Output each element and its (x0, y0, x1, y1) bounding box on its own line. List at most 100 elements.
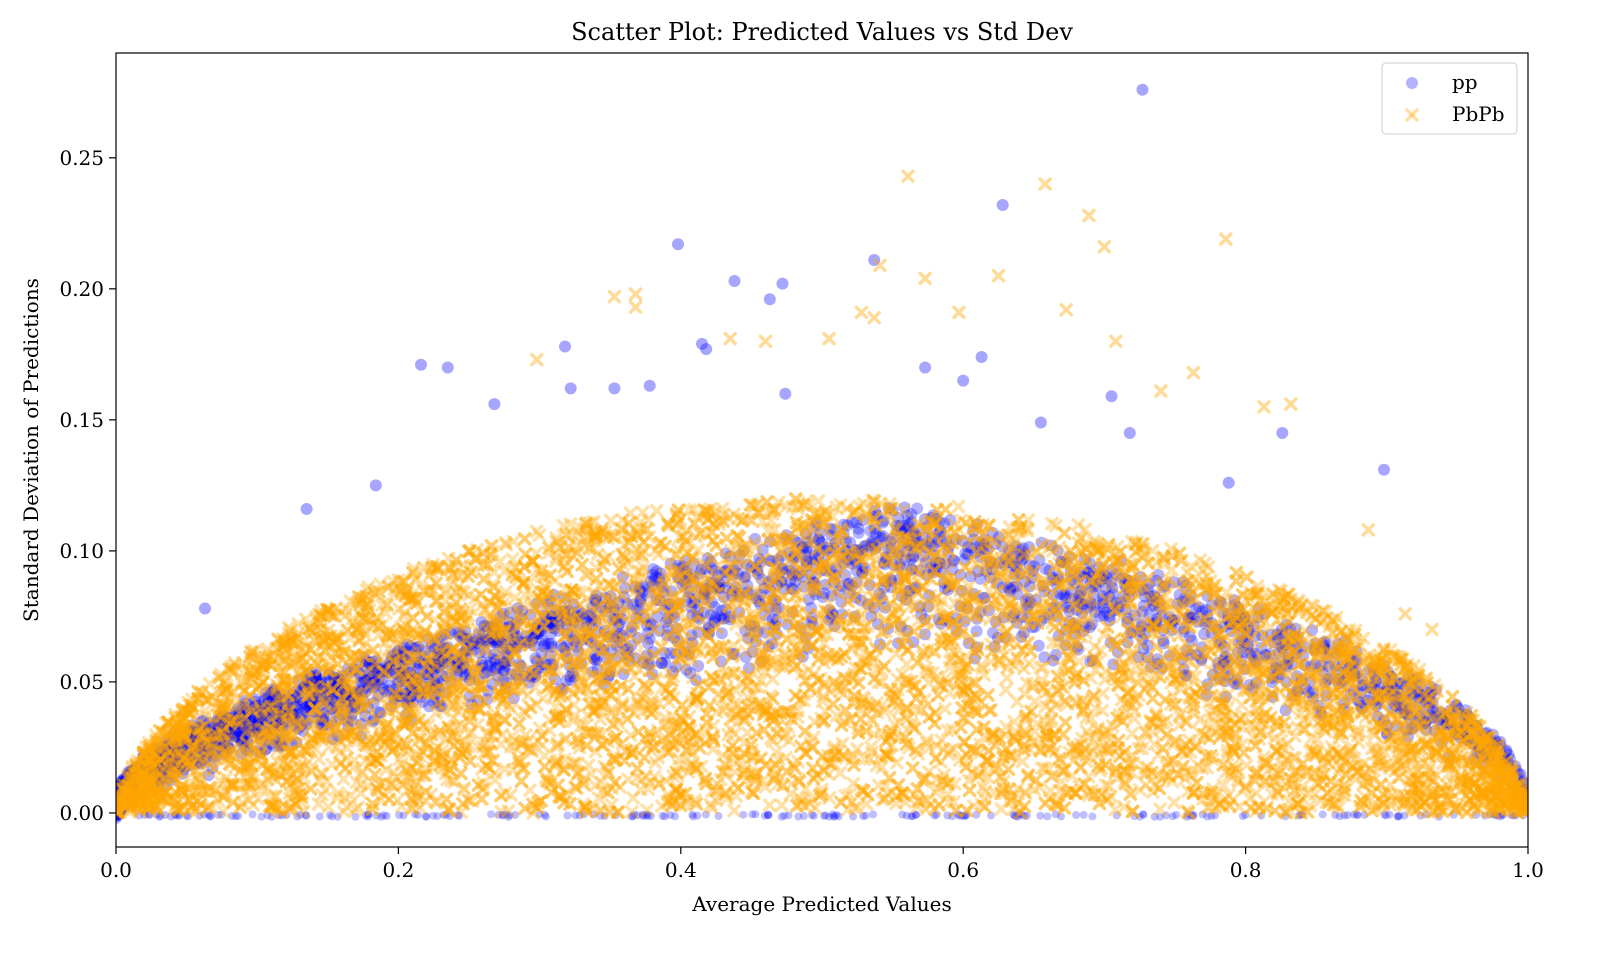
pp-point (1036, 579, 1049, 592)
pp-point (903, 518, 915, 531)
pp-point (554, 682, 567, 695)
pp-point (359, 709, 372, 722)
pp-point (1079, 810, 1088, 819)
pp-point (706, 577, 719, 589)
pp-point (1462, 717, 1475, 729)
pp-point (120, 780, 133, 793)
pp-point (783, 564, 795, 577)
pp-point (116, 787, 123, 800)
pp-point (116, 794, 123, 807)
pp-point (778, 582, 790, 595)
pp-point (654, 567, 667, 580)
pp-point (139, 767, 152, 780)
pp-point (293, 693, 306, 706)
pp-point (1344, 688, 1357, 701)
pp-point (132, 776, 145, 789)
pp-point (116, 797, 127, 810)
pp-point (650, 594, 663, 606)
pp-point (545, 657, 557, 670)
pp-point (395, 664, 408, 677)
pp-point (1309, 642, 1321, 655)
pp-point (1281, 660, 1293, 673)
pp-point (1185, 611, 1198, 624)
pp-point (1480, 726, 1493, 739)
pp-point (206, 762, 219, 775)
pp-point (725, 589, 738, 602)
pp-point (263, 694, 276, 707)
pp-point (372, 662, 385, 675)
pp-point (264, 686, 277, 699)
pp-point (719, 581, 732, 594)
pp-point (671, 635, 684, 647)
pp-point (927, 509, 940, 522)
pp-point (197, 740, 210, 752)
pp-point (152, 750, 165, 763)
pp-point (546, 616, 559, 629)
pp-point (1368, 668, 1381, 681)
pp-point (277, 721, 290, 734)
pp-point (692, 660, 705, 672)
pp-point (546, 621, 558, 634)
pp-point (150, 759, 163, 772)
pp-point (154, 756, 167, 769)
pp-point (1241, 620, 1254, 633)
pp-point (410, 675, 423, 688)
pp-point (225, 727, 238, 740)
pp-point (312, 679, 325, 692)
pp-point (413, 659, 425, 672)
pp-point (330, 691, 343, 704)
pp-point (116, 786, 125, 799)
pp-point (155, 752, 168, 765)
pp-point (197, 745, 210, 758)
pp-point (153, 759, 166, 772)
pp-point (292, 674, 305, 687)
pp-point (1344, 667, 1357, 680)
pp-point (182, 749, 194, 762)
pp-point (322, 668, 335, 680)
pp-point (526, 632, 539, 645)
pp-point (859, 539, 872, 552)
pp-point (349, 698, 362, 711)
pp-point (217, 725, 230, 738)
pp-point (646, 568, 659, 581)
pp-point (1061, 601, 1074, 614)
pp-point (294, 720, 307, 732)
pp-point (120, 789, 133, 802)
pp-point (572, 618, 585, 631)
pp-point (1036, 811, 1045, 820)
pp-point (258, 717, 271, 730)
pp-point (370, 654, 383, 667)
pp-point (644, 575, 657, 588)
pp-point (1008, 558, 1021, 571)
pp-point (868, 522, 881, 535)
pp-point (1225, 625, 1238, 638)
pp-point (1152, 569, 1165, 581)
pp-point (999, 631, 1012, 644)
pp-point (504, 620, 517, 633)
pp-point (1382, 680, 1395, 693)
pp-point (1213, 635, 1226, 648)
pp-point (672, 559, 685, 572)
pp-point (1047, 654, 1060, 667)
pp-point (564, 670, 577, 683)
pp-point (257, 702, 270, 715)
pp-point (407, 676, 420, 688)
pp-point (1381, 680, 1394, 693)
pp-point (552, 624, 565, 637)
pp-point (406, 682, 419, 694)
pp-point (1087, 588, 1100, 601)
pp-point (1394, 677, 1407, 689)
pp-point (1050, 600, 1063, 613)
pp-point (177, 728, 190, 741)
pp-point (561, 652, 574, 665)
pp-point (411, 656, 424, 669)
pp-point (123, 769, 136, 782)
pp-point (121, 779, 134, 792)
pp-point (370, 662, 383, 675)
pp-point (355, 676, 367, 689)
pp-point (655, 657, 668, 669)
pp-point (422, 683, 435, 696)
pp-point (156, 759, 169, 772)
pp-point (501, 649, 514, 662)
pp-point (1364, 682, 1377, 695)
